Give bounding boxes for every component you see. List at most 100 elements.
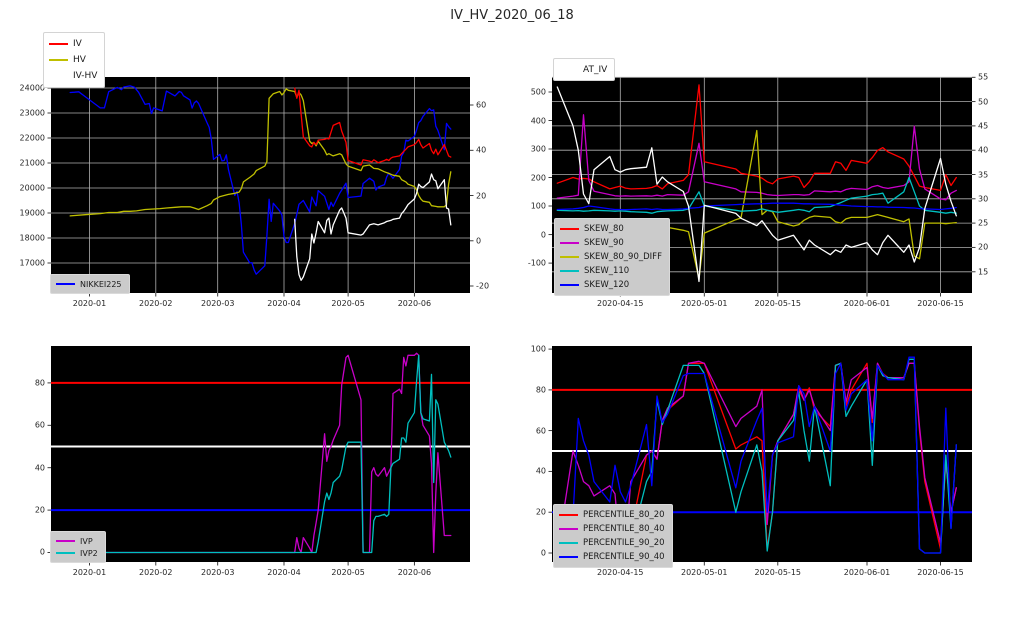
- x-tick-label: 2020-02: [139, 568, 173, 577]
- y2-tick-label: 30: [978, 194, 989, 204]
- legend-label: HV: [73, 55, 86, 65]
- legend-swatch-line: [560, 256, 579, 258]
- x-tick-label: 2020-05: [331, 568, 365, 577]
- y2-tick-label: 40: [476, 145, 487, 155]
- legend-swatch-line: [559, 514, 578, 516]
- x-tick-label: 2020-06-15: [917, 568, 964, 577]
- x-tick-label: 2020-06: [397, 568, 432, 577]
- legend-swatch-line: [560, 242, 579, 244]
- legend-item: SKEW_80_90_DIFF: [560, 250, 662, 264]
- y-tick-label: 80: [535, 385, 546, 395]
- legend-item: SKEW_90: [560, 236, 662, 250]
- legend-item: PERCENTILE_90_40: [559, 550, 665, 564]
- x-tick-label: 2020-06-01: [843, 299, 891, 308]
- x-tick-label: 2020-01: [72, 568, 107, 577]
- series-SKEW_120: [556, 202, 957, 211]
- legend-swatch-line: [56, 283, 75, 285]
- series-IV-HV: [294, 173, 452, 281]
- legend-swatch-line: [56, 552, 75, 554]
- x-tick-label: 2020-06: [397, 299, 432, 308]
- y2-tick-label: 35: [978, 170, 989, 180]
- y-tick-label: 200: [530, 173, 546, 183]
- legend-label: SKEW_80_90_DIFF: [584, 252, 662, 262]
- x-tick-label: 2020-05-15: [754, 568, 802, 577]
- legend-item: IVP: [56, 535, 98, 547]
- y2-tick-label: 20: [978, 242, 989, 252]
- y-tick-label: 20: [34, 505, 45, 515]
- legend-swatch-line: [559, 528, 578, 530]
- y2-tick-label: -20: [476, 281, 490, 291]
- y2-tick-label: 20: [476, 191, 487, 201]
- series-PERCENTILE_90_40: [556, 356, 957, 554]
- legend-label: IV: [73, 39, 82, 49]
- y-tick-label: 300: [530, 144, 546, 154]
- x-tick-label: 2020-01: [72, 299, 107, 308]
- series-IV: [294, 87, 452, 166]
- y2-tick-label: 50: [978, 97, 989, 107]
- legend-item: PERCENTILE_80_40: [559, 522, 665, 536]
- legend-label: IV-HV: [73, 71, 98, 81]
- y2-tick-label: 15: [978, 267, 989, 277]
- y2-tick-label: 0: [476, 236, 482, 246]
- y-tick-label: 20000: [19, 183, 45, 193]
- series-IVP2: [69, 354, 452, 554]
- legend-swatch-line: [559, 68, 578, 71]
- series-IVP: [69, 352, 452, 554]
- x-tick-label: 2020-04: [267, 568, 301, 577]
- legend-swatch-line: [49, 75, 68, 77]
- y-tick-label: 17000: [19, 258, 45, 268]
- plot-area-ivp: [47, 346, 470, 566]
- legend-swatch-line: [559, 542, 578, 544]
- y2-tick-label: 25: [978, 218, 989, 228]
- y-tick-label: 60: [535, 426, 546, 436]
- x-tick-label: 2020-05: [331, 299, 365, 308]
- legend-swatch-line: [56, 540, 75, 542]
- y2-tick-label: 40: [978, 145, 989, 155]
- legend-swatch-line: [560, 228, 579, 230]
- legend-swatch-line: [49, 59, 68, 61]
- legend-item: PERCENTILE_90_20: [559, 536, 665, 550]
- legend-item: PERCENTILE_80_20: [559, 508, 665, 522]
- y2-tick-label: 55: [978, 72, 989, 82]
- legend-label: PERCENTILE_80_40: [583, 524, 665, 534]
- legend-label: SKEW_110: [584, 266, 630, 276]
- y2-tick-label: 60: [476, 100, 487, 110]
- legend-label: SKEW_90: [584, 238, 624, 248]
- legend-label: PERCENTILE_80_20: [583, 510, 665, 520]
- legend-label: IVP2: [80, 548, 98, 558]
- series-SKEW_90: [556, 114, 957, 201]
- legend-item: IVP2: [56, 547, 98, 559]
- legend-ivp: IVP IVP2: [50, 531, 106, 563]
- subplot-ivp: 2020-01 2020-02 2020-03 2020-04 2020-05 2020-…: [35, 346, 470, 577]
- series-SKEW_80: [556, 84, 957, 192]
- series-AT_IV: [556, 86, 957, 283]
- y-tick-label: 40: [34, 463, 45, 473]
- legend-swatch-line: [559, 556, 578, 558]
- x-tick-label: 2020-03: [201, 568, 235, 577]
- legend-label: IVP: [80, 536, 93, 546]
- legend-item: SKEW_80: [560, 222, 662, 236]
- legend-swatch-line: [560, 284, 579, 286]
- series-SKEW_110: [556, 176, 957, 214]
- series-NIKKEI225: [69, 85, 452, 275]
- y-tick-label: 60: [34, 420, 45, 430]
- legend-item: IV: [49, 36, 97, 52]
- y-tick-label: -100: [527, 258, 546, 268]
- x-tick-label: 2020-05-01: [681, 568, 728, 577]
- y-tick-label: 500: [530, 87, 546, 97]
- x-tick-label: 2020-03: [201, 299, 235, 308]
- y-tick-label: 80: [34, 378, 45, 388]
- legend-item: SKEW_120: [560, 278, 662, 292]
- x-tick-label: 2020-04: [267, 299, 301, 308]
- legend-label: SKEW_120: [584, 280, 630, 290]
- y-tick-label: 18000: [19, 233, 45, 243]
- legend-item: HV: [49, 52, 97, 68]
- x-tick-label: 2020-04-15: [597, 568, 644, 577]
- y-tick-label: 21000: [19, 158, 45, 168]
- legend-label: NIKKEI225: [80, 279, 122, 289]
- y-tick-label: 100: [530, 201, 546, 211]
- legend-at-iv-skew: SKEW_80 SKEW_90 SKEW_80_90_DIFF SKEW_110 SKE…: [554, 218, 670, 296]
- y-tick-label: 0: [39, 547, 45, 557]
- y-tick-label: 23000: [19, 108, 45, 118]
- legend-item: NIKKEI225: [56, 278, 122, 290]
